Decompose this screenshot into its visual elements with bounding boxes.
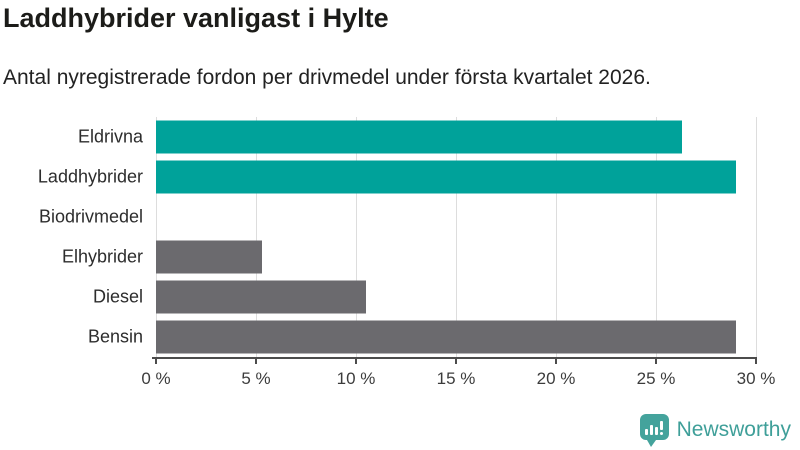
brand-name: Newsworthy [676, 418, 791, 441]
newsworthy-logo-icon [639, 414, 669, 447]
axis-tick-mark [455, 357, 457, 364]
bar-row: Bensin [88, 317, 756, 357]
bar [156, 320, 736, 354]
gridline [656, 117, 657, 357]
category-label: Bensin [87, 326, 143, 347]
gridline [456, 117, 457, 357]
gridline [356, 117, 357, 357]
axis-tick-label: 20 % [536, 369, 576, 388]
axis-tick-mark [555, 357, 557, 364]
category-label: Biodrivmedel [38, 206, 143, 227]
logo-chart-bar [650, 425, 654, 435]
logo-exclamation-mark [660, 421, 664, 435]
axis-tick-mark [155, 357, 157, 364]
bar-row: Eldrivna [78, 117, 756, 157]
axis-tick-label: 5 % [241, 369, 271, 388]
bar [156, 160, 736, 194]
axis-tick-label: 25 % [636, 369, 676, 388]
bar-rows: Eldrivna Laddhybrider Biodrivmedel Elhybrid… [38, 117, 756, 357]
axis-tick-mark [355, 357, 357, 364]
brand-footer: Newsworthy [639, 414, 791, 447]
x-axis-ticks: 0 % 5 % 10 % 15 % 20 % 25 % 30 % [141, 117, 775, 388]
gridlines [156, 117, 757, 357]
bar-chart-plot-area: Eldrivna Laddhybrider Biodrivmedel Elhybrid… [38, 117, 775, 388]
axis-tick-label: 10 % [336, 369, 376, 388]
category-label: Eldrivna [77, 126, 143, 147]
chart-title: Laddhybrider vanligast i Hylte [3, 3, 389, 33]
category-label: Elhybrider [61, 246, 143, 267]
axis-tick-label: 15 % [436, 369, 476, 388]
logo-chart-bar [645, 429, 649, 435]
gridline [156, 117, 157, 357]
axis-tick-mark [255, 357, 257, 364]
bar-row: Diesel [93, 277, 756, 317]
gridline [756, 117, 757, 357]
bar-row: Biodrivmedel [39, 197, 756, 237]
category-label: Diesel [92, 286, 143, 307]
logo-chart-bar [655, 427, 659, 435]
bar [156, 120, 682, 154]
axis-tick-label: 30 % [736, 369, 776, 388]
axis-tick-mark [655, 357, 657, 364]
gridline [256, 117, 257, 357]
bar [156, 240, 262, 274]
bar [156, 280, 366, 314]
category-label: Laddhybrider [37, 166, 143, 187]
chart-subtitle: Antal nyregistrerade fordon per drivmede… [3, 66, 651, 89]
bar-row: Laddhybrider [38, 157, 756, 197]
gridline [556, 117, 557, 357]
axis-tick-label: 0 % [141, 369, 171, 388]
bar-row: Elhybrider [62, 237, 756, 277]
x-axis-line [152, 357, 757, 359]
axis-tick-mark [755, 357, 757, 364]
